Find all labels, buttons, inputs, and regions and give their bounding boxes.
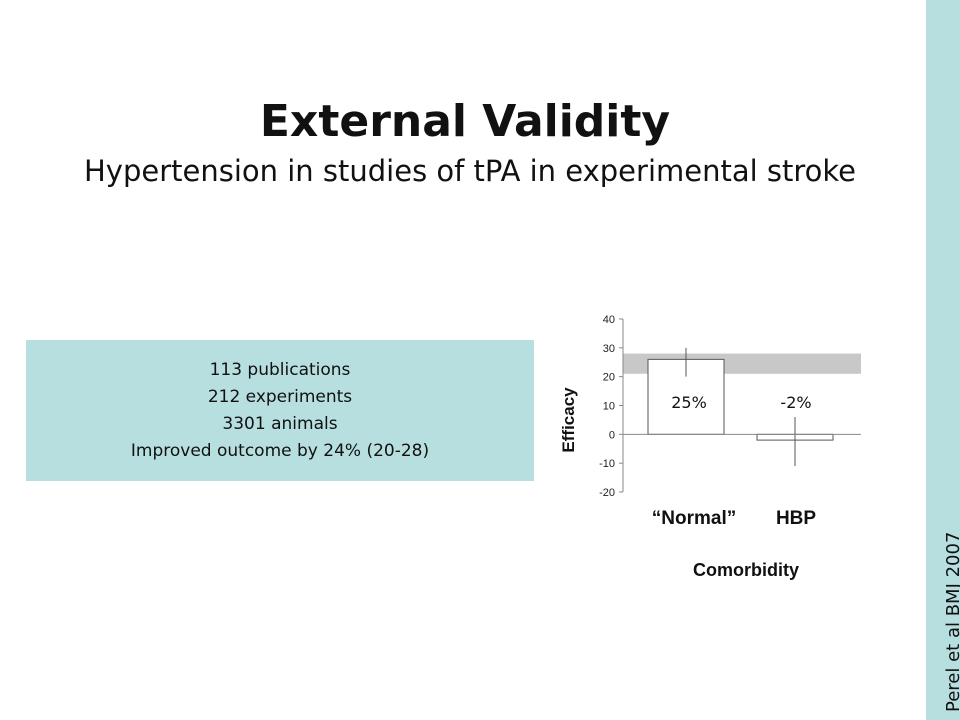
slide-subtitle: Hypertension in studies of tPA in experi… bbox=[84, 154, 856, 188]
y-tick-label: 0 bbox=[609, 429, 615, 441]
stats-box: 113 publications 212 experiments 3301 an… bbox=[26, 340, 534, 481]
side-accent-bar bbox=[926, 0, 960, 720]
stats-experiments: 212 experiments bbox=[207, 386, 353, 407]
x-axis-label: Comorbidity bbox=[693, 560, 799, 580]
category-label-hbp: HBP bbox=[776, 508, 816, 529]
bar-value-label-normal: 25% bbox=[671, 393, 707, 412]
y-tick-label: -10 bbox=[599, 458, 615, 470]
y-axis-label: Efficacy bbox=[559, 387, 578, 453]
y-tick-label: 40 bbox=[603, 314, 615, 326]
y-tick-label: 20 bbox=[603, 372, 615, 384]
y-tick-label: 30 bbox=[603, 343, 615, 355]
bar-value-label-hbp: -2% bbox=[780, 393, 811, 412]
stats-publications: 113 publications bbox=[209, 359, 351, 380]
y-tick-label: 10 bbox=[603, 401, 615, 413]
slide-title: External Validity bbox=[259, 96, 671, 147]
stats-animals: 3301 animals bbox=[222, 413, 338, 434]
category-label-normal: “Normal” bbox=[652, 508, 736, 529]
y-tick-label: -20 bbox=[599, 487, 615, 499]
stats-outcome: Improved outcome by 24% (20-28) bbox=[130, 440, 430, 461]
